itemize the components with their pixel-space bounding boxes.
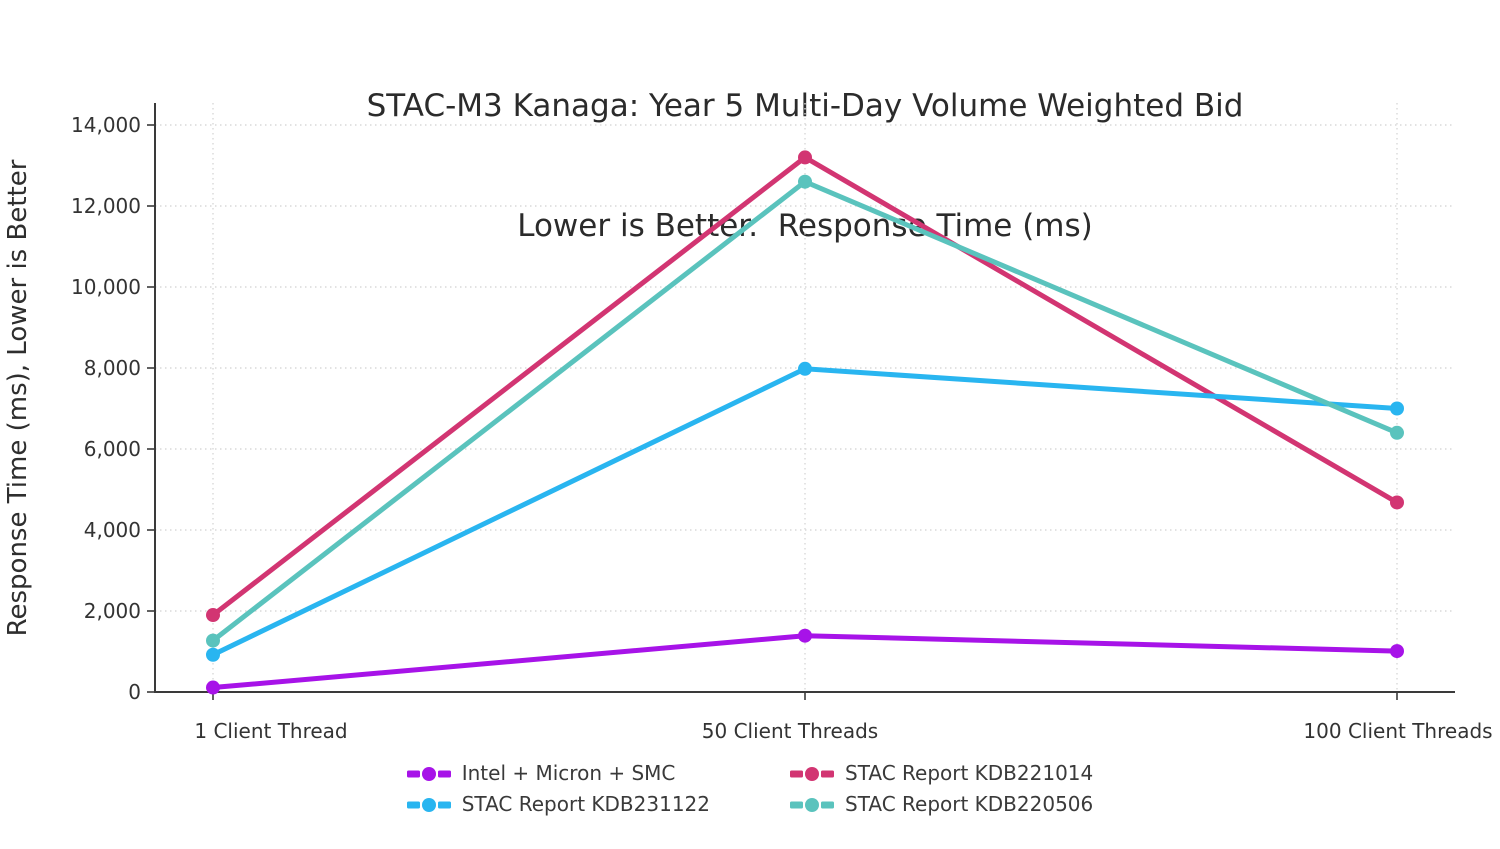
y-tick-label: 14,000 xyxy=(71,113,141,137)
legend-item: STAC Report KDB220506 xyxy=(790,792,1093,817)
y-tick-label: 4,000 xyxy=(84,518,141,542)
legend-label: STAC Report KDB231122 xyxy=(461,792,710,816)
legend-line-marker-icon xyxy=(790,797,834,812)
legend-grid: Intel + Micron + SMC STAC Report KDB22101… xyxy=(406,761,1093,817)
data-point-marker xyxy=(1390,401,1404,416)
data-point-marker xyxy=(1390,425,1404,440)
series-lines xyxy=(206,150,1404,695)
legend-item: STAC Report KDB221014 xyxy=(790,761,1093,786)
x-tick-label: 100 Client Threads xyxy=(1303,719,1492,743)
data-point-marker xyxy=(206,647,220,662)
data-point-marker xyxy=(206,608,220,623)
legend-line-marker-icon xyxy=(790,766,834,781)
legend-label: STAC Report KDB221014 xyxy=(845,761,1094,785)
series-line xyxy=(211,366,1398,657)
y-tick-label: 2,000 xyxy=(84,599,141,623)
y-tick-label: 8,000 xyxy=(84,356,141,380)
data-point-marker xyxy=(206,633,220,648)
chart-title-block: STAC-M3 Kanaga: Year 5 Multi-Day Volume … xyxy=(110,6,1500,326)
data-point-marker xyxy=(1390,644,1404,659)
legend: Intel + Micron + SMC STAC Report KDB22101… xyxy=(0,761,1500,817)
legend-item: Intel + Micron + SMC xyxy=(406,761,710,786)
data-point-marker xyxy=(206,680,220,695)
data-point-marker xyxy=(798,174,812,189)
y-axis-title: Response Time (ms), Lower is Better xyxy=(3,159,33,636)
axes: 0 2,000 4,000 6,000 8,000 10,000 12,000 14,000 1… xyxy=(71,103,1493,743)
data-point-marker xyxy=(798,361,812,376)
data-point-marker xyxy=(1390,495,1404,510)
y-tick-label: 12,000 xyxy=(71,194,141,218)
chart-title: STAC-M3 Kanaga: Year 5 Multi-Day Volume … xyxy=(366,88,1244,124)
legend-label: Intel + Micron + SMC xyxy=(461,761,676,785)
legend-label: STAC Report KDB220506 xyxy=(845,792,1094,816)
x-tick-label: 50 Client Threads xyxy=(702,719,878,743)
chart-subtitle: Lower is Better. Response Time (ms) xyxy=(517,208,1093,244)
data-point-marker xyxy=(798,150,812,165)
y-tick-label: 0 xyxy=(128,680,141,704)
legend-line-marker-icon xyxy=(406,766,451,781)
legend-item: STAC Report KDB231122 xyxy=(406,792,710,817)
series-line xyxy=(211,154,1399,618)
x-tick-label: 1 Client Thread xyxy=(194,719,347,743)
y-tick-label: 6,000 xyxy=(84,437,141,461)
legend-line-marker-icon xyxy=(406,797,451,812)
y-tick-label: 10,000 xyxy=(71,275,141,299)
data-point-marker xyxy=(798,628,812,643)
